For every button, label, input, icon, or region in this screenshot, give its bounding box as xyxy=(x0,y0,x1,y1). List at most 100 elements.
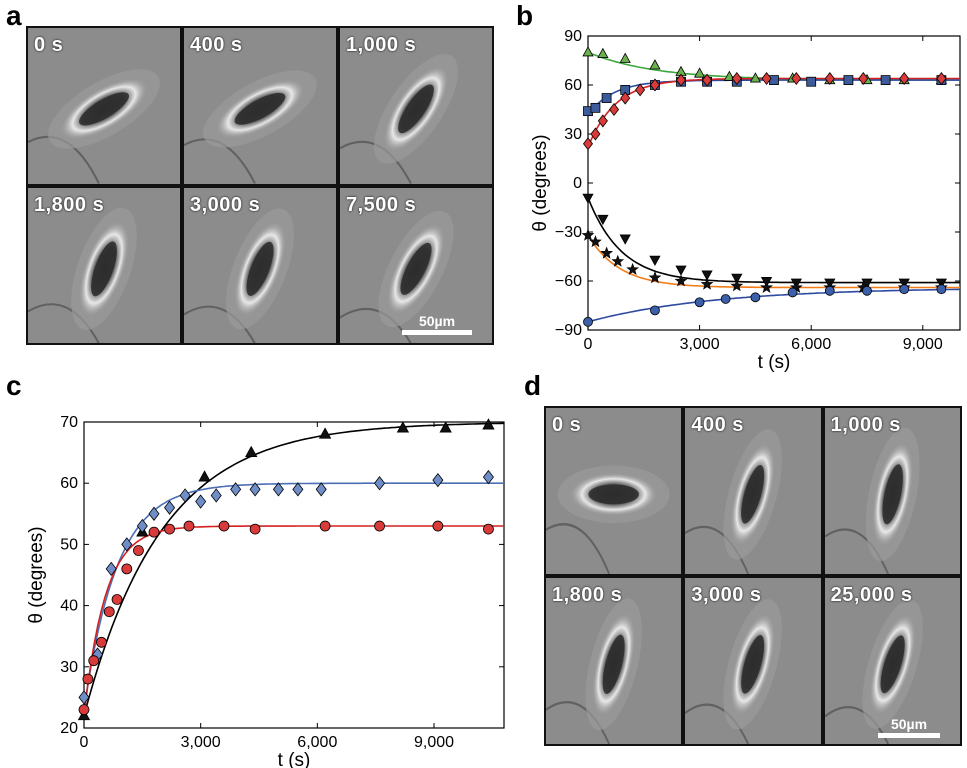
data-point xyxy=(590,127,601,141)
data-point xyxy=(374,520,385,532)
data-point xyxy=(675,265,687,276)
data-point xyxy=(179,488,191,503)
micrograph-tile: 0 s xyxy=(28,28,180,184)
data-point xyxy=(318,427,332,439)
data-point xyxy=(791,71,802,85)
cell-image xyxy=(28,187,180,343)
cell-image xyxy=(340,28,492,184)
micrograph-tile: 1,800 s xyxy=(28,187,180,343)
x-tick-label: 0 xyxy=(80,734,89,751)
chart-b: −90 −60 −30 0 30 60 90 0 3,000 6,000 9,000 t (s) θ (… xyxy=(530,28,961,373)
cell-image xyxy=(824,578,960,744)
y-tick-label: −30 xyxy=(555,224,582,241)
y-tick-label: 30 xyxy=(564,126,582,143)
data-point xyxy=(700,277,714,290)
data-point xyxy=(635,83,646,97)
plot-frame xyxy=(83,421,505,729)
data-point xyxy=(597,114,608,128)
data-point xyxy=(674,274,688,287)
data-point xyxy=(292,482,304,497)
data-point xyxy=(761,71,772,85)
data-point xyxy=(619,52,631,63)
data-point xyxy=(601,93,612,103)
x-tick-label: 0 xyxy=(584,336,593,353)
series-fit-line xyxy=(587,288,961,323)
time-label: 1,800 s xyxy=(552,584,623,606)
data-point xyxy=(78,704,90,716)
data-point xyxy=(861,278,873,289)
data-point xyxy=(597,214,609,226)
cell-image xyxy=(28,28,180,184)
cell-image xyxy=(184,187,336,343)
data-point xyxy=(936,284,947,295)
x-tick-label: 9,000 xyxy=(414,734,454,751)
micrograph-tile: 0 s xyxy=(546,408,682,574)
data-point xyxy=(619,234,631,245)
time-label: 7,500 s xyxy=(346,193,417,216)
y-tick-label: 90 xyxy=(564,28,582,45)
micrograph-tile: 3,000 s xyxy=(685,578,821,744)
data-point xyxy=(164,523,175,535)
x-axis-label: t (s) xyxy=(758,352,791,373)
data-point xyxy=(482,418,495,430)
data-point xyxy=(432,520,444,532)
time-label: 1,000 s xyxy=(346,34,417,56)
micrograph-tile: 1,800 s xyxy=(546,578,682,744)
data-point xyxy=(198,470,211,482)
data-point xyxy=(482,469,494,485)
data-point xyxy=(611,254,625,267)
y-tick-label: 60 xyxy=(564,77,582,94)
y-tick-label: 70 xyxy=(60,414,78,431)
series-fit-line xyxy=(587,79,960,115)
data-point xyxy=(880,75,891,85)
data-point xyxy=(249,482,261,497)
data-point xyxy=(650,305,660,316)
data-point xyxy=(936,71,947,85)
data-point xyxy=(121,537,133,552)
micrograph-tile: 1,000 s xyxy=(824,408,960,574)
micrograph-tile: 25,000 s 50µm xyxy=(824,578,960,744)
x-tick-label: 6,000 xyxy=(297,734,337,751)
data-point xyxy=(731,273,743,284)
data-point xyxy=(78,690,90,705)
data-point xyxy=(626,262,640,276)
data-point xyxy=(582,193,594,204)
y-tick-label: 0 xyxy=(573,175,582,192)
data-point xyxy=(82,673,94,685)
series-fit-line xyxy=(83,422,505,717)
micrograph-grid-a: 0 s 400 s 1,000 s 1,800 s 3,000 s 7,500 s 50µm xyxy=(26,26,494,345)
y-axis-label: θ (degrees) xyxy=(26,526,47,623)
series-fit-line xyxy=(83,525,504,716)
y-tick-label: 20 xyxy=(60,720,78,737)
micrograph-tile: 400 s xyxy=(685,408,821,574)
data-point xyxy=(111,594,123,605)
time-label: 0 s xyxy=(34,34,64,56)
data-point xyxy=(589,235,602,248)
data-point xyxy=(858,71,869,85)
data-point xyxy=(218,520,230,532)
time-label: 0 s xyxy=(552,414,582,436)
data-point xyxy=(210,488,222,503)
data-point xyxy=(899,71,910,85)
y-tick-label: −60 xyxy=(555,273,582,290)
data-point xyxy=(374,476,386,491)
series-fit-line xyxy=(587,197,960,284)
data-point xyxy=(581,228,595,241)
data-point xyxy=(230,482,242,497)
panel-label-c: c xyxy=(6,370,22,401)
cell-image xyxy=(546,578,682,744)
data-point xyxy=(843,75,854,85)
data-point xyxy=(195,494,207,509)
x-axis-label: t (s) xyxy=(278,750,311,768)
data-point xyxy=(432,472,444,488)
micrograph-tile: 400 s xyxy=(184,28,336,184)
scale-bar-label: 50µm xyxy=(418,313,456,329)
data-point xyxy=(649,255,661,266)
data-point xyxy=(702,73,713,87)
data-point xyxy=(105,561,117,577)
data-point xyxy=(862,285,872,296)
data-point xyxy=(483,523,494,535)
data-point xyxy=(769,75,779,85)
cell-image xyxy=(184,28,336,184)
data-point xyxy=(750,292,761,303)
